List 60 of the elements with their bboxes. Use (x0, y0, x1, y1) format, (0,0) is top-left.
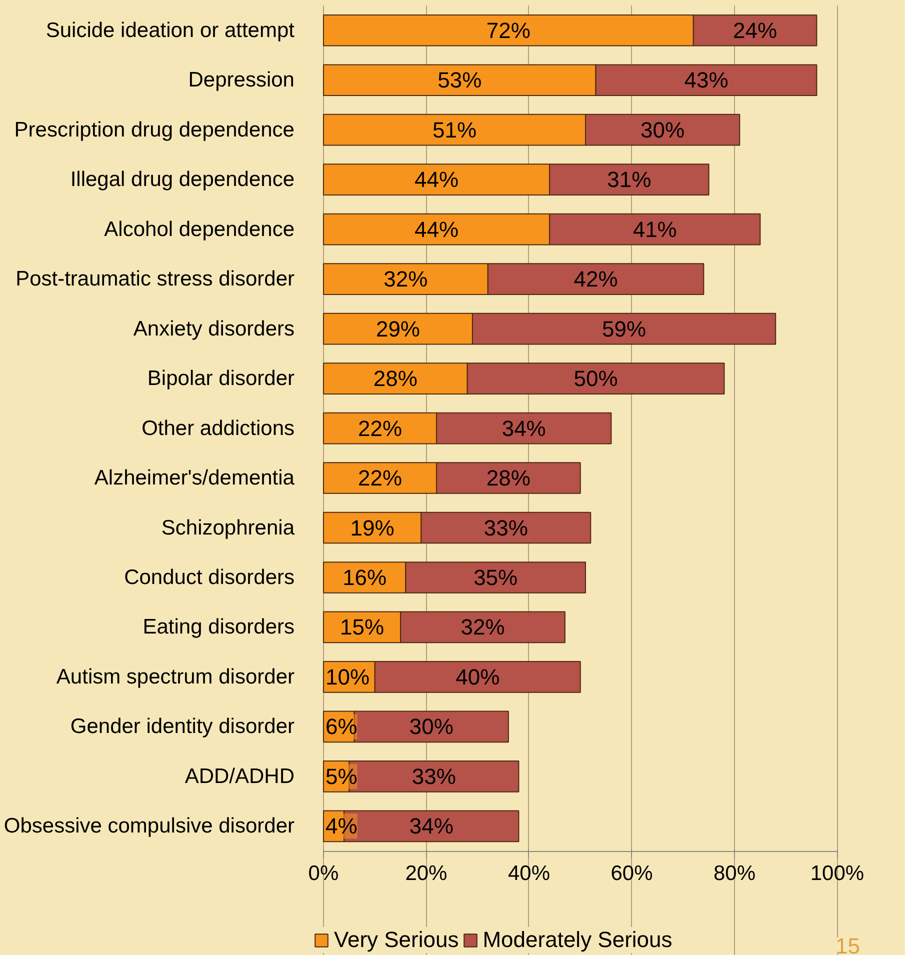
data-label: 22% (358, 416, 402, 441)
y-tick-label: Obsessive compulsive disorder (4, 814, 295, 838)
y-tick-label: Schizophrenia (161, 516, 295, 540)
data-label: 34% (502, 416, 546, 441)
y-tick-label: Depression (188, 68, 295, 92)
data-label: 42% (574, 266, 618, 292)
data-label: 50% (574, 366, 618, 392)
x-tick-label: 20% (405, 862, 448, 886)
data-label: 28% (373, 366, 418, 392)
data-label: 32% (384, 266, 428, 292)
data-label: 44% (414, 167, 459, 192)
data-label: 16% (342, 564, 387, 590)
data-label: 5% (325, 764, 358, 789)
data-label: 30% (640, 117, 685, 142)
y-tick-label: Illegal drug dependence (70, 168, 295, 192)
y-tick-label: ADD/ADHD (184, 764, 295, 788)
y-tick-label: Alcohol dependence (104, 218, 295, 241)
legend-label: Moderately Serious (482, 927, 672, 953)
y-tick-label: Autism spectrum disorder (56, 665, 295, 688)
data-label: 24% (733, 18, 778, 43)
data-label: 41% (632, 216, 677, 242)
y-tick-label: Prescription drug dependence (14, 118, 295, 142)
data-label: 59% (602, 316, 646, 342)
y-tick-label: Gender identity disorder (70, 715, 295, 738)
data-label: 22% (358, 466, 402, 491)
data-label: 30% (409, 714, 454, 740)
data-label: 44% (414, 216, 459, 242)
data-label: 28% (486, 466, 530, 491)
data-label: 32% (460, 614, 505, 640)
y-tick-label: Conduct disorders (124, 566, 294, 589)
x-tick-label: 0% (308, 862, 339, 886)
y-tick-label: Post-traumatic stress disorder (16, 268, 295, 291)
y-tick-label: Alzheimer's/dementia (94, 466, 295, 490)
x-tick-label: 40% (508, 862, 550, 886)
x-tick-label: 80% (713, 862, 756, 886)
data-label: 51% (432, 117, 477, 142)
data-label: 29% (376, 316, 420, 342)
data-label: 15% (340, 614, 384, 640)
data-label: 31% (607, 167, 652, 192)
y-tick-label: Eating disorders (142, 616, 294, 639)
data-label: 53% (438, 68, 482, 93)
legend-label: Very Serious (334, 927, 459, 953)
y-tick-label: Bipolar disorder (147, 367, 295, 390)
data-label: 33% (484, 515, 528, 540)
data-label: 35% (474, 564, 518, 590)
x-tick-label: 60% (610, 862, 653, 886)
y-tick-label: Anxiety disorders (133, 317, 295, 340)
data-label: 4% (325, 814, 358, 839)
data-label: 33% (412, 764, 456, 789)
x-tick-label: 100% (810, 862, 864, 886)
y-tick-label: Other addictions (142, 416, 295, 440)
data-label: 34% (409, 814, 454, 839)
data-label: 43% (684, 68, 728, 93)
data-label: 40% (456, 664, 500, 690)
text: 15 (836, 934, 860, 958)
data-label: 10% (325, 664, 370, 690)
data-label: 6% (325, 714, 358, 740)
y-tick-label: Suicide ideation or attempt (46, 18, 295, 42)
data-label: 19% (350, 515, 394, 540)
data-label: 72% (486, 18, 530, 43)
